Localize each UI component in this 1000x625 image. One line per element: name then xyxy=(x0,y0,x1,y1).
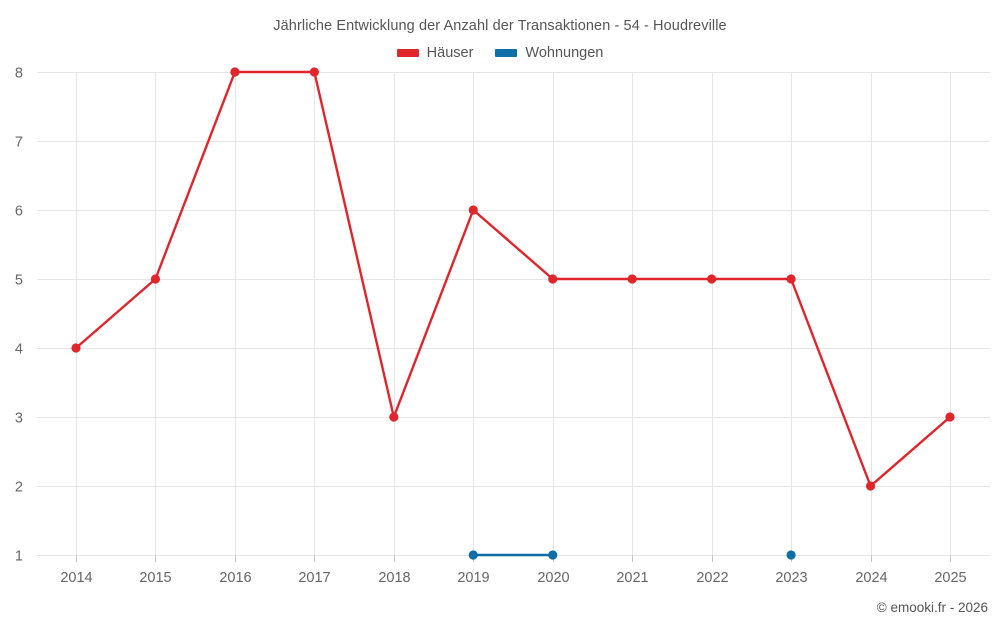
ytick-label: 5 xyxy=(15,273,23,289)
data-point[interactable] xyxy=(865,481,876,491)
xtick-label: 2022 xyxy=(696,570,728,586)
xtick-label: 2014 xyxy=(60,570,92,586)
ytick-label: 7 xyxy=(15,135,23,151)
data-point[interactable] xyxy=(309,67,319,77)
ytick-label: 3 xyxy=(15,411,23,427)
legend-label-wohnungen: Wohnungen xyxy=(525,45,604,61)
series-wohnungen xyxy=(468,550,796,560)
xtick-label: 2019 xyxy=(457,570,489,586)
gridlines-x xyxy=(76,72,951,555)
data-point[interactable] xyxy=(389,412,399,422)
xtick-label: 2018 xyxy=(378,570,410,586)
xtick-label: 2021 xyxy=(616,570,648,586)
series-hauser xyxy=(71,67,955,491)
data-point[interactable] xyxy=(150,274,161,284)
data-point[interactable] xyxy=(468,550,478,560)
data-point[interactable] xyxy=(707,274,717,284)
tickmarks-x xyxy=(76,555,951,562)
ytick-labels: 1 2 3 4 5 6 7 8 xyxy=(15,66,23,565)
data-point[interactable] xyxy=(627,274,637,284)
ytick-label: 1 xyxy=(15,549,23,565)
legend-swatch-hauser xyxy=(396,49,419,57)
xtick-label: 2023 xyxy=(775,570,807,586)
data-point[interactable] xyxy=(71,343,81,353)
data-point[interactable] xyxy=(468,205,478,215)
xtick-label: 2016 xyxy=(219,570,251,586)
xtick-label: 2017 xyxy=(298,570,330,586)
legend-swatch-wohnungen xyxy=(495,49,518,57)
ytick-label: 2 xyxy=(15,480,23,496)
data-point[interactable] xyxy=(548,274,558,284)
data-point[interactable] xyxy=(945,412,955,422)
data-point[interactable] xyxy=(786,550,796,560)
series-line xyxy=(74,70,952,488)
ytick-label: 4 xyxy=(15,342,23,358)
chart-legend: Häuser Wohnungen xyxy=(0,45,1000,61)
xtick-label: 2015 xyxy=(139,570,171,586)
ytick-label: 8 xyxy=(15,66,23,82)
xtick-label: 2025 xyxy=(934,570,966,586)
data-point[interactable] xyxy=(230,67,240,77)
copyright-footer: © emooki.fr - 2026 xyxy=(876,600,988,615)
legend-item-wohnungen[interactable]: Wohnungen xyxy=(495,45,603,61)
chart-title: Jährliche Entwicklung der Anzahl der Tra… xyxy=(273,18,727,34)
legend-label-hauser: Häuser xyxy=(426,45,474,61)
xtick-labels: 2014 2015 2016 2017 2018 2019 2020 2021 2022 2023… xyxy=(60,570,966,586)
gridlines-y xyxy=(37,72,990,556)
ytick-label: 6 xyxy=(15,204,23,220)
xtick-label: 2020 xyxy=(537,570,569,586)
data-point[interactable] xyxy=(786,274,796,284)
data-point[interactable] xyxy=(548,550,558,560)
xtick-label: 2024 xyxy=(855,570,887,586)
legend-item-hauser[interactable]: Häuser xyxy=(396,45,474,61)
